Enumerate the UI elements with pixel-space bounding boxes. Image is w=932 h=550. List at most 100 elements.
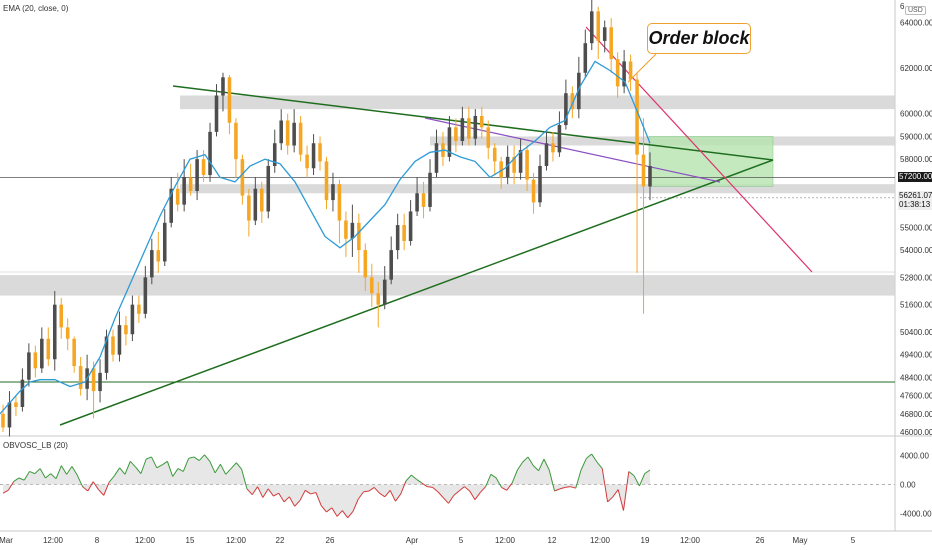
osc-segment <box>565 486 571 488</box>
osc-segment <box>357 491 365 500</box>
candle-body <box>124 325 128 335</box>
candle-body <box>589 11 594 44</box>
candle-body <box>357 222 361 251</box>
osc-segment <box>326 507 333 513</box>
candle-body <box>52 304 57 360</box>
candle-body <box>272 143 277 166</box>
candle-body <box>130 304 135 335</box>
osc-segment <box>532 465 539 472</box>
price-tick-label: 60000.00 <box>900 110 932 119</box>
candle-body <box>609 27 613 60</box>
price-tick-label: 51600.00 <box>900 301 932 310</box>
osc-segment <box>511 469 518 484</box>
candle-body <box>285 120 290 146</box>
candle-body <box>622 61 626 87</box>
osc-segment <box>267 488 274 497</box>
osc-segment <box>198 454 205 461</box>
candle-body <box>628 61 633 80</box>
candle-body <box>14 402 18 407</box>
osc-segment <box>485 474 492 487</box>
candle-body <box>518 150 523 173</box>
osc-segment <box>188 456 195 459</box>
candle-body <box>292 122 296 146</box>
oscillator-pane <box>0 453 895 519</box>
osc-segment <box>554 488 561 492</box>
candle-body <box>33 352 38 369</box>
candle-body <box>247 195 251 221</box>
osc-segment <box>45 473 52 479</box>
osc-segment <box>373 487 380 494</box>
time-tick-label: 12 <box>548 536 557 545</box>
resistance-zone <box>0 275 895 296</box>
candle-body <box>480 115 484 128</box>
osc-segment <box>246 488 253 495</box>
candle-body <box>40 338 44 369</box>
candle-body <box>59 304 64 328</box>
grid <box>0 0 932 532</box>
candle-body <box>648 165 652 187</box>
osc-segment <box>506 482 513 491</box>
osc-segment <box>34 468 41 474</box>
osc-segment <box>299 490 306 501</box>
osc-tick-label: -4000.00 <box>900 510 932 519</box>
callout-pointer <box>627 53 657 83</box>
candle-body <box>635 79 639 155</box>
ema-indicator-label[interactable]: EMA (20, close, 0) <box>3 4 69 13</box>
candle-body <box>363 250 368 278</box>
osc-segment <box>379 492 386 498</box>
osc-segment <box>294 500 301 507</box>
osc-segment <box>416 479 423 484</box>
osc-segment <box>172 468 179 477</box>
osc-segment <box>283 496 290 503</box>
osc-segment <box>411 474 417 480</box>
currency-badge[interactable]: USD <box>905 6 926 15</box>
candle-body <box>143 277 148 314</box>
candle-body <box>305 154 309 169</box>
osc-segment <box>219 463 227 475</box>
osc-segment <box>257 486 264 498</box>
candle-body <box>615 59 620 87</box>
candle-body <box>583 43 588 73</box>
candle-body <box>402 225 406 242</box>
candle-body <box>91 368 96 392</box>
osc-segment <box>182 458 190 472</box>
candle-body <box>227 77 232 123</box>
osc-segment <box>214 463 221 474</box>
candle-body <box>376 293 381 305</box>
osc-segment <box>209 461 216 474</box>
price-tick-label: 58000.00 <box>900 155 932 164</box>
osc-segment <box>421 482 428 488</box>
time-tick-label: 26 <box>326 536 335 545</box>
candle-body <box>544 143 549 166</box>
osc-tick-label: 0.00 <box>900 481 916 490</box>
candle-body <box>260 188 264 212</box>
candle-body <box>531 179 536 203</box>
osc-segment <box>586 453 592 459</box>
price-tick-label: 55000.00 <box>900 223 932 232</box>
price-tick-label: 49400.00 <box>900 351 932 360</box>
osc-segment <box>479 486 486 493</box>
candle-body <box>1 413 5 428</box>
candle-body <box>331 184 335 201</box>
target-zone <box>648 136 774 187</box>
candle-body <box>525 150 529 180</box>
osc-segment <box>320 505 327 513</box>
osc-indicator-label[interactable]: OBVOSC_LB (20) <box>3 441 68 450</box>
osc-segment <box>442 497 449 504</box>
candle-body <box>324 161 329 201</box>
osc-segment <box>129 460 136 468</box>
candle-body <box>382 279 387 305</box>
price-tick-label: 54000.00 <box>900 246 932 255</box>
candle-body <box>72 338 76 367</box>
osc-segment <box>71 466 78 476</box>
osc-segment <box>235 462 243 470</box>
candle-body <box>596 11 601 41</box>
candle-body <box>162 222 167 262</box>
osc-segment <box>591 453 598 463</box>
osc-segment <box>55 465 62 479</box>
candle-body <box>117 325 122 355</box>
osc-segment <box>305 489 311 495</box>
candle-body <box>557 125 562 153</box>
